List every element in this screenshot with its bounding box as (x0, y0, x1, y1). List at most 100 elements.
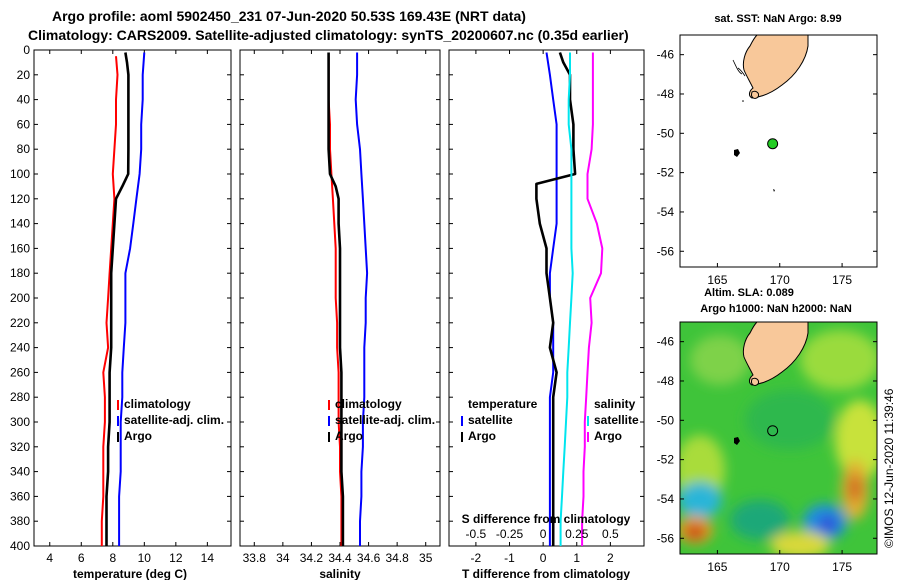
y-tick-label: 0 (23, 43, 30, 57)
y-tick-label: 100 (10, 167, 30, 181)
x2-tick-label: 0 (540, 527, 547, 541)
legend-t-satellite-swatch (461, 416, 463, 426)
campbell-island (773, 189, 775, 192)
y-tick-label: 300 (10, 415, 30, 429)
sla-map-title-1: Altim. SLA: 0.089 (704, 287, 794, 299)
coastline-detail (732, 59, 746, 77)
legend-climatology-swatch (117, 400, 119, 410)
legend-s-satellite-adj-swatch (328, 416, 330, 426)
y-tick-label: 260 (10, 365, 30, 379)
map-lat-label: -48 (657, 87, 675, 101)
sst-map: sat. SST: NaN Argo: 8.99 -46 -48 -50 -52 -54… (657, 13, 878, 287)
x-tick-label: 34.2 (300, 551, 324, 565)
legend-s-climatology-label: climatology (335, 397, 402, 411)
x2-tick-label: 0.25 (565, 527, 589, 541)
x-tick-label: 1 (573, 551, 580, 565)
map-lat-label: -54 (657, 492, 675, 506)
map-lat-label: -56 (657, 531, 675, 545)
y-tick-label: 60 (17, 117, 31, 131)
legend-s-argo-swatch (587, 432, 589, 442)
x2-tick-label: -0.25 (496, 527, 524, 541)
y-tick-label: 140 (10, 217, 30, 231)
y-tick-label: 280 (10, 390, 30, 404)
x-tick-label: 12 (169, 551, 183, 565)
argo-float-marker (767, 138, 779, 150)
legend-s-satellite-swatch (587, 416, 589, 426)
map-lat-label: -46 (657, 335, 675, 349)
x-tick-label: 34.6 (357, 551, 381, 565)
y-tick-label: 120 (10, 192, 30, 206)
s-difference-axis-label: S difference from climatology (462, 512, 631, 526)
sla-map-title-2: Argo h1000: NaN h2000: NaN (700, 303, 852, 315)
x2-tick-label: -0.5 (466, 527, 487, 541)
x-tick-label: 0 (540, 551, 547, 565)
y-tick-label: 40 (17, 93, 31, 107)
snares-islands (742, 100, 744, 102)
salinity-axis-label: salinity (319, 567, 361, 580)
temperature-axis-label: temperature (deg C) (73, 567, 187, 580)
x-tick-label: 8 (109, 551, 116, 565)
map-lat-label: -54 (657, 205, 675, 219)
x-tick-label: -1 (504, 551, 515, 565)
y-tick-label: 360 (10, 489, 30, 503)
sst-map-title: sat. SST: NaN Argo: 8.99 (714, 13, 841, 25)
series-line-temperature-argo (535, 52, 577, 546)
map-lon-label: 175 (832, 560, 852, 574)
y-tick-label: 340 (10, 465, 30, 479)
map-lat-label: -48 (657, 374, 675, 388)
legend-s-argo-label: Argo (594, 429, 622, 443)
legend-t-satellite-label: satellite (468, 413, 513, 427)
map-lon-label: 165 (707, 560, 727, 574)
title-line-1: Argo profile: aoml 5902450_231 07-Jun-20… (52, 8, 526, 24)
legend-argo-swatch (117, 432, 119, 442)
legend-s-satellite-label: satellite (594, 413, 639, 427)
temperature-panel: 0 20 40 60 80 100 120 140 160 180 200 220 240 260 280 3… (10, 43, 232, 580)
legend-climatology-label: climatology (124, 397, 191, 411)
sla-auckland-islands (734, 437, 740, 445)
y-tick-label: 400 (10, 539, 30, 553)
legend-satellite-adj-swatch (117, 416, 119, 426)
map-lon-label: 175 (832, 273, 852, 287)
series-line-argo (105, 52, 130, 546)
difference-panel: -2 -1 0 1 2 temperature satellite Argo salin… (448, 49, 645, 580)
x-tick-label: 34 (276, 551, 290, 565)
sla-map: Altim. SLA: 0.089 Argo h1000: NaN h2000:… (657, 287, 878, 574)
title-line-2: Climatology: CARS2009. Satellite-adjuste… (28, 27, 629, 43)
sla-stewart-island-land (751, 377, 759, 386)
map-lat-label: -46 (657, 48, 675, 62)
x2-tick-label: 0.5 (602, 527, 619, 541)
map-lon-label: 170 (770, 273, 790, 287)
map-lon-label: 170 (770, 560, 790, 574)
series-line-satellite-adj-clim- (354, 52, 369, 546)
map-lat-label: -52 (657, 166, 675, 180)
legend-t-argo-swatch (461, 432, 463, 442)
map-lat-label: -52 (657, 453, 675, 467)
legend-s-argo-label: Argo (335, 429, 363, 443)
y-tick-label: 240 (10, 341, 30, 355)
temperature-plot-frame (33, 49, 232, 547)
legend-s-climatology-swatch (328, 400, 330, 410)
new-zealand-land (742, 34, 809, 99)
salinity-panel: 33.8 34 34.2 34.4 34.6 34.8 35 climatology sat… (239, 49, 441, 580)
series-line-climatology (327, 56, 343, 546)
legend-argo-label: Argo (124, 429, 152, 443)
series-line-argo (327, 52, 345, 546)
x-tick-label: -2 (471, 551, 482, 565)
legend-s-argo-swatch (328, 432, 330, 442)
y-tick-label: 200 (10, 291, 30, 305)
difference-plot-frame (448, 49, 645, 547)
map-lat-label: -50 (657, 126, 675, 140)
legend-s-satellite-adj-label: satellite-adj. clim. (335, 413, 435, 427)
series-line-salinity-argo (581, 52, 604, 546)
y-tick-label: 160 (10, 241, 30, 255)
y-tick-label: 380 (10, 514, 30, 528)
sla-patches (680, 330, 877, 554)
sla-argo-float-marker (767, 425, 779, 437)
y-tick-label: 20 (17, 68, 31, 82)
x-tick-label: 34.4 (328, 551, 352, 565)
x-tick-label: 2 (607, 551, 614, 565)
x-tick-label: 34.8 (385, 551, 409, 565)
y-tick-label: 320 (10, 440, 30, 454)
series-line-salinity-satellite (559, 52, 574, 546)
